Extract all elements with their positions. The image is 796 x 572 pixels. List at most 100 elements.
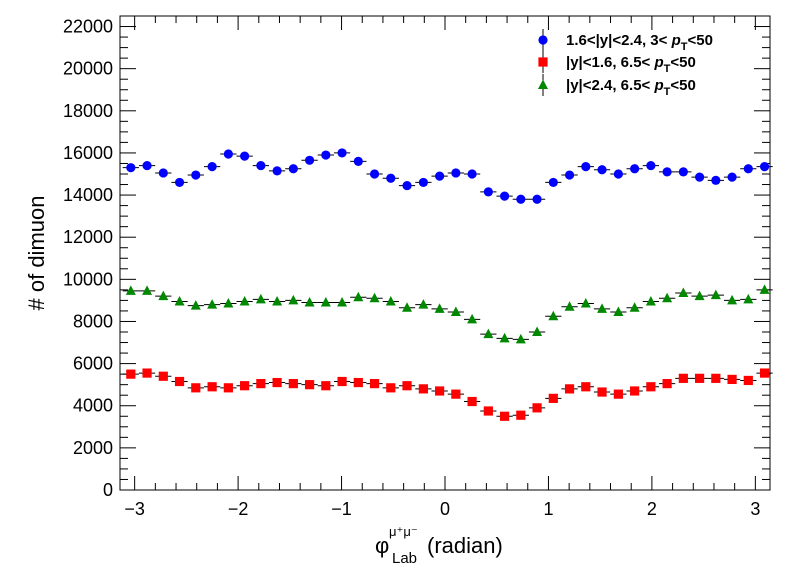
y-tick-label: 20000 [63, 59, 113, 79]
y-tick-label: 22000 [63, 17, 113, 37]
x-axis-title-subscript: Lab [392, 550, 417, 567]
legend-marker [538, 35, 548, 45]
data-point [564, 384, 575, 394]
data-point [450, 306, 461, 316]
data-point [174, 177, 185, 188]
data-point [174, 376, 185, 387]
data-point [499, 191, 510, 201]
data-point [256, 160, 266, 171]
data-point [694, 290, 705, 301]
x-axis-title-superscript: μ⁺μ⁻ [389, 524, 418, 539]
x-axis-title-symbol: φ [375, 533, 389, 558]
data-point [581, 382, 591, 392]
data-point [337, 376, 347, 387]
y-tick-label: 14000 [63, 185, 113, 205]
data-point [548, 177, 558, 188]
data-point [759, 368, 770, 378]
data-point [483, 328, 494, 339]
data-point [126, 163, 136, 173]
data-point [678, 373, 688, 383]
data-point [386, 173, 396, 183]
data-point [288, 294, 299, 305]
y-tick-label: 10000 [63, 269, 113, 289]
data-point [662, 292, 673, 303]
data-point [256, 379, 266, 389]
data-point [727, 374, 737, 384]
data-point [662, 167, 672, 177]
data-point [402, 180, 412, 191]
legend-marker [538, 79, 548, 89]
data-point [321, 150, 331, 160]
data-point [337, 297, 348, 307]
data-point [240, 151, 250, 161]
data-point [564, 170, 575, 180]
x-tick-label: −2 [228, 499, 249, 519]
data-point [142, 285, 153, 295]
data-point [694, 172, 705, 182]
data-point [369, 169, 380, 179]
data-point [499, 411, 510, 421]
x-tick-label: 2 [647, 499, 657, 519]
data-point [126, 369, 136, 379]
data-point [223, 149, 233, 159]
data-point [142, 160, 152, 171]
data-point [418, 299, 429, 309]
y-axis: 0 2000 4000 6000 8000 10000 12000 14000 16000 180… [63, 15, 770, 500]
data-point [548, 310, 559, 321]
data-point [467, 396, 477, 407]
data-point [515, 333, 526, 344]
data-point [630, 164, 640, 174]
data-point [304, 297, 315, 307]
data-point [337, 148, 347, 158]
legend-marker [538, 57, 548, 67]
data-point [613, 389, 623, 399]
data-point [353, 377, 363, 388]
data-point [418, 177, 428, 188]
data-point [613, 306, 624, 316]
data-point [435, 171, 445, 181]
data-point [255, 293, 266, 304]
legend-entry-2: |y|<1.6, 6.5< pT<50 [566, 54, 696, 75]
data-point [385, 295, 396, 306]
data-point [369, 292, 380, 303]
data-point [743, 293, 754, 304]
data-point [223, 298, 234, 308]
x-tick-label: 1 [543, 499, 553, 519]
data-point [304, 380, 315, 390]
data-point [240, 381, 250, 391]
data-point [451, 389, 461, 399]
series-3 [122, 284, 773, 344]
data-point [646, 382, 656, 392]
data-point [320, 297, 331, 307]
data-point [190, 300, 201, 310]
data-point [174, 295, 185, 306]
data-point [451, 168, 461, 178]
data-point [597, 387, 607, 397]
data-point [158, 371, 168, 381]
data-point [223, 383, 233, 393]
data-point [711, 373, 721, 383]
data-point [727, 294, 738, 305]
data-point [207, 162, 217, 172]
x-axis-title: φ μ⁺μ⁻ Lab (radian) [375, 524, 503, 567]
data-point [597, 165, 607, 175]
y-tick-label: 6000 [73, 354, 113, 374]
x-axis: −3 −2 −1 0 1 2 3 [124, 16, 760, 519]
data-point [434, 303, 445, 313]
data-point [532, 194, 542, 204]
data-point [516, 410, 526, 420]
data-point [158, 290, 169, 301]
x-tick-label: −3 [124, 499, 145, 519]
data-point [402, 302, 413, 312]
data-point [418, 384, 428, 394]
data-point [727, 172, 737, 182]
data-point [353, 291, 364, 302]
data-point [613, 169, 623, 179]
x-tick-label: 3 [750, 499, 760, 519]
data-point [142, 368, 152, 378]
data-point [191, 170, 201, 180]
data-point [158, 168, 168, 178]
y-tick-label: 4000 [73, 396, 113, 416]
data-point [191, 383, 201, 393]
